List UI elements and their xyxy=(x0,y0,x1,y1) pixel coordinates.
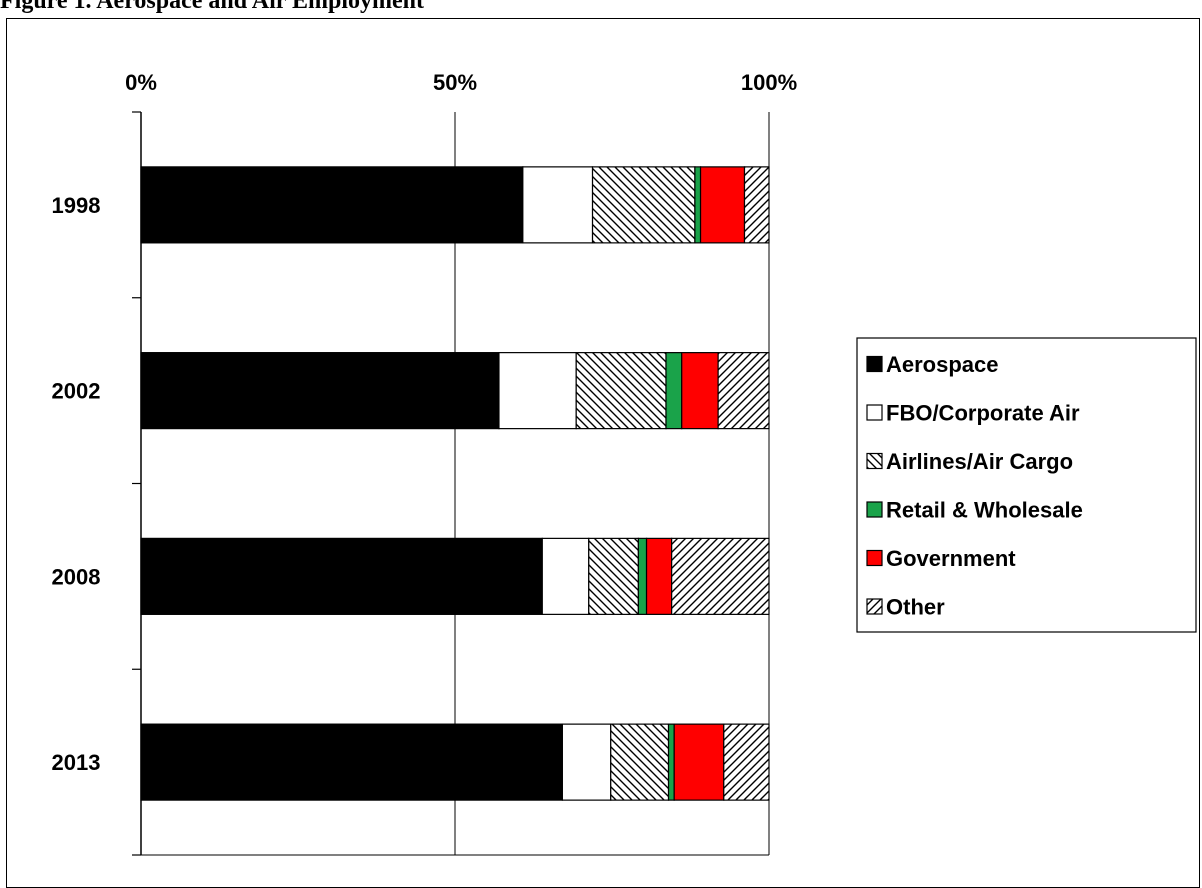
y-tick-labels: 1998 2002 2008 2013 xyxy=(52,193,101,775)
bar-group-2013 xyxy=(140,723,770,801)
legend-swatch xyxy=(866,598,883,615)
bar-group-2008 xyxy=(140,537,770,615)
x-tick-label: 50% xyxy=(433,70,477,95)
axes xyxy=(132,111,770,856)
bar-segment-other-1998 xyxy=(743,166,770,244)
bar-segment-other-2013 xyxy=(723,723,770,801)
x-tick-labels: 0% 50% 100% xyxy=(125,70,797,95)
bar-group-1998 xyxy=(140,166,770,244)
bar-segment-government-2013 xyxy=(673,723,725,801)
bar-segment-airlines-air-cargo-2013 xyxy=(610,723,670,801)
x-tick-label: 0% xyxy=(125,70,157,95)
bar-segment-airlines-air-cargo-1998 xyxy=(591,166,696,244)
bar-segment-fbo-corporate-air-2008 xyxy=(541,537,590,615)
bar-segment-government-2002 xyxy=(681,352,719,430)
bar-segment-aerospace-1998 xyxy=(140,166,524,244)
legend-swatch xyxy=(866,355,883,373)
legend-item-government: Government xyxy=(866,546,1016,571)
legend-swatch xyxy=(866,549,883,567)
bar-segment-fbo-corporate-air-2013 xyxy=(561,723,612,801)
legend-box xyxy=(856,337,1197,633)
bar-segment-government-2008 xyxy=(645,537,673,615)
legend: Aerospace FBO/Corporate Air Airlines/Air C… xyxy=(856,337,1197,633)
legend-label: Government xyxy=(886,546,1016,571)
legend-label: Retail & Wholesale xyxy=(886,498,1083,523)
bar-group-2002 xyxy=(140,352,770,430)
bar-segment-airlines-air-cargo-2002 xyxy=(575,352,667,430)
bar-segment-aerospace-2002 xyxy=(140,352,500,430)
chart-title: Figure 1. Aerospace and Air Employment xyxy=(0,0,425,14)
legend-label: Airlines/Air Cargo xyxy=(886,449,1073,474)
legend-label: Other xyxy=(886,595,945,620)
bar-segment-retail-wholesale-1998 xyxy=(694,166,702,244)
bar-segment-airlines-air-cargo-2008 xyxy=(588,537,639,615)
y-tick-label: 1998 xyxy=(52,193,101,218)
bars xyxy=(140,166,770,801)
x-tick-label: 100% xyxy=(741,70,797,95)
bar-segment-aerospace-2013 xyxy=(140,723,563,801)
bar-segment-aerospace-2008 xyxy=(140,537,543,615)
legend-item-fbo-corporate-air: FBO/Corporate Air xyxy=(866,401,1080,426)
legend-swatch xyxy=(866,501,883,518)
legend-item-other: Other xyxy=(866,595,945,620)
y-tick-label: 2008 xyxy=(52,564,101,589)
legend-item-airlines-air-cargo: Airlines/Air Cargo xyxy=(866,449,1073,474)
legend-label: Aerospace xyxy=(886,352,999,377)
bar-segment-retail-wholesale-2013 xyxy=(667,723,675,801)
bar-segment-government-1998 xyxy=(699,166,746,244)
bar-segment-fbo-corporate-air-1998 xyxy=(522,166,594,244)
y-tick-label: 2002 xyxy=(52,379,101,404)
legend-item-retail-wholesale: Retail & Wholesale xyxy=(866,498,1083,523)
bar-segment-other-2002 xyxy=(717,352,770,430)
legend-swatch xyxy=(866,404,883,421)
y-tick-label: 2013 xyxy=(52,750,101,775)
bar-segment-retail-wholesale-2008 xyxy=(637,537,648,615)
bar-segment-retail-wholesale-2002 xyxy=(665,352,683,430)
legend-item-aerospace: Aerospace xyxy=(866,352,999,377)
bar-segment-other-2008 xyxy=(671,537,770,615)
bar-segment-fbo-corporate-air-2002 xyxy=(498,352,577,430)
legend-label: FBO/Corporate Air xyxy=(886,401,1080,426)
legend-swatch xyxy=(866,452,883,470)
